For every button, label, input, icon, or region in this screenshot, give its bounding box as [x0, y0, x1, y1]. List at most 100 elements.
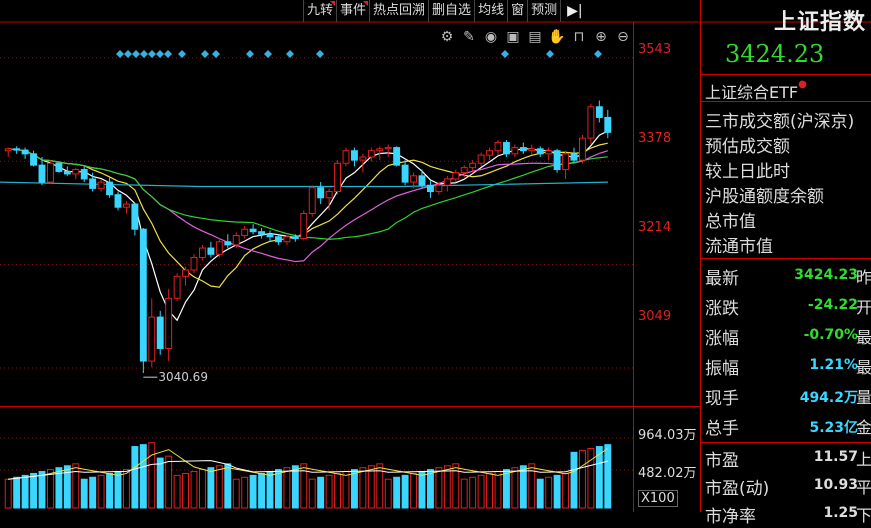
info-item[interactable]: 较上日此时 [705, 162, 790, 182]
volume-bar [283, 467, 291, 509]
event-diamond-icon[interactable] [164, 50, 172, 58]
event-diamond-icon[interactable] [140, 50, 148, 58]
toolbar-nine-turn-button[interactable]: 九转 [303, 0, 336, 22]
volume-bar [401, 474, 409, 509]
candle-body [334, 162, 342, 193]
candle-body [367, 150, 375, 158]
quote-row-total-volume: 总手 5.23亿金 [705, 414, 871, 440]
quote-value: -0.70% [803, 327, 858, 343]
candle-body [46, 162, 54, 183]
candle-body [4, 148, 12, 152]
quote-key: 涨跌 [705, 299, 739, 319]
quote-row-latest: 最新 3424.23 昨 [705, 264, 871, 290]
candle-body [97, 181, 105, 189]
candle-body [13, 148, 21, 151]
volume-bar [241, 476, 249, 509]
volume-bar [274, 469, 282, 509]
briefcase-icon[interactable]: ▣ [506, 29, 520, 45]
event-diamond-icon[interactable] [264, 50, 272, 58]
lock-icon[interactable]: ⊓ [573, 29, 585, 45]
quote-value: -24.22 [807, 297, 858, 313]
candle-body [30, 153, 38, 166]
candle-body [477, 154, 485, 164]
divider [701, 258, 871, 259]
eye-icon[interactable]: ◉ [484, 29, 498, 45]
info-item[interactable]: 预估成交额 [705, 137, 790, 157]
toolbar-window-button[interactable]: 窗 [507, 0, 527, 22]
candle-body [106, 181, 114, 196]
candle-body [131, 203, 139, 230]
volume-bar [258, 472, 266, 509]
volume-bar [604, 444, 612, 509]
info-item[interactable]: 三市成交额(沪深京) [705, 112, 855, 132]
candle-body [148, 316, 156, 362]
volume-unit-label: X100 [638, 490, 678, 507]
volume-bar [477, 474, 485, 509]
candle-body [494, 142, 502, 152]
info-item[interactable]: 总市值 [705, 212, 756, 232]
event-diamond-icon[interactable] [148, 50, 156, 58]
toolbar-events-button[interactable]: 事件 [336, 0, 369, 22]
volume-bar [570, 451, 578, 509]
toolbar-forecast-button[interactable]: 预测 [527, 0, 560, 22]
volume-bar [13, 476, 21, 509]
volume-bar [291, 465, 299, 509]
event-diamond-icon[interactable] [316, 50, 324, 58]
event-diamond-icon[interactable] [201, 50, 209, 58]
kline-chart[interactable]: 3040.69 [0, 0, 871, 512]
volume-bar [198, 469, 206, 509]
event-diamond-icon[interactable] [156, 50, 164, 58]
volume-bar [426, 469, 434, 509]
event-diamond-icon[interactable] [132, 50, 140, 58]
moving-average-line [8, 148, 608, 263]
volume-bar [156, 457, 164, 509]
hand-icon[interactable]: ✋ [548, 29, 566, 45]
divider [701, 74, 871, 75]
etf-link[interactable]: 上证综合ETF● [705, 79, 807, 103]
volume-bar [393, 476, 401, 509]
info-item[interactable]: 沪股通额度余额 [705, 187, 824, 207]
candle-body [274, 236, 282, 243]
quote-value: 11.57 [813, 449, 858, 465]
event-diamond-icon[interactable] [124, 50, 132, 58]
event-diamond-icon[interactable] [594, 50, 602, 58]
candle-body [536, 148, 544, 155]
divider [701, 101, 871, 102]
candle-body [215, 241, 223, 255]
event-diamond-icon[interactable] [178, 50, 186, 58]
candle-body [418, 175, 426, 186]
volume-bar [72, 463, 80, 509]
volume-bar [97, 474, 105, 509]
volume-bar [308, 478, 316, 509]
candle-body [325, 191, 333, 199]
candle-body [528, 148, 536, 152]
event-diamond-icon[interactable] [246, 50, 254, 58]
candle-body [173, 275, 181, 299]
candle-body [511, 147, 519, 155]
event-diamond-icon[interactable] [116, 50, 124, 58]
zoom-out-icon[interactable]: ⊖ [617, 29, 629, 45]
event-diamond-icon[interactable] [212, 50, 220, 58]
event-diamond-icon[interactable] [546, 50, 554, 58]
pen-icon[interactable]: ✎ [463, 29, 475, 45]
toolbar-remove-watchlist-button[interactable]: 删自选 [428, 0, 474, 22]
settings-icon[interactable]: ⚙ [440, 29, 454, 45]
volume-bar [562, 472, 570, 509]
zoom-in-icon[interactable]: ⊕ [595, 29, 607, 45]
volume-bar [469, 476, 477, 509]
info-item[interactable]: 流通市值 [705, 237, 773, 257]
volume-bar [587, 447, 595, 509]
event-diamond-icon[interactable] [501, 50, 509, 58]
low-annotation-label: 3040.69 [158, 370, 208, 384]
exit-arrow-icon[interactable]: ▶| [560, 0, 588, 22]
event-diamond-icon[interactable] [286, 50, 294, 58]
toolbar-hotspot-button[interactable]: 热点回溯 [369, 0, 428, 22]
volume-bar [173, 474, 181, 509]
volume-bar [486, 472, 494, 509]
volume-bar [367, 465, 375, 509]
toolbar-ma-button[interactable]: 均线 [474, 0, 507, 22]
calculator-icon[interactable]: ▤ [528, 29, 542, 45]
volume-bar [190, 471, 198, 509]
quote-tail: 开 [855, 298, 871, 317]
volume-bar [418, 471, 426, 509]
